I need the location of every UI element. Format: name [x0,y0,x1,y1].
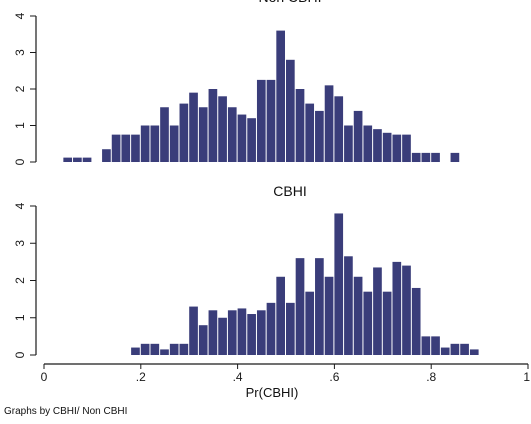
panel-cbhi: 0 1 2 3 4 [13,202,479,358]
histogram-bar-cbhi [344,256,353,355]
histogram-bar-non-cbhi [450,152,460,163]
histogram-bar-non-cbhi [160,107,169,162]
histogram-bar-cbhi [140,343,150,355]
y-tick-label: 1 [13,314,27,321]
histogram-bar-cbhi [411,287,421,355]
histogram-bar-non-cbhi [218,96,227,162]
histogram-bar-non-cbhi [392,134,402,163]
histogram-bar-non-cbhi [315,110,324,162]
x-tick-label: .2 [136,370,146,384]
histogram-bar-non-cbhi [363,125,373,162]
histogram-bar-cbhi [256,310,266,355]
histogram-bar-non-cbhi [382,132,392,162]
histogram-bar-non-cbhi [198,107,208,162]
histogram-bar-non-cbhi [121,134,131,163]
x-tick-label: .4 [233,370,243,384]
histogram-bar-cbhi [150,343,160,355]
histogram-bar-non-cbhi [402,134,411,163]
histogram-bar-non-cbhi [344,125,353,162]
histogram-bar-cbhi [324,276,334,355]
panel-title-cbhi: CBHI [273,183,306,199]
y-tick-label: 4 [13,202,27,209]
histogram-bar-non-cbhi [111,134,121,163]
histogram-bar-non-cbhi [353,110,363,162]
histogram-bar-non-cbhi [286,59,295,162]
histogram-bar-non-cbhi [169,125,179,162]
histogram-bar-cbhi [131,347,140,355]
y-tick-label: 1 [13,122,27,129]
histogram-bar-non-cbhi [431,152,440,163]
histogram-bar-cbhi [431,336,440,356]
histogram-bar-non-cbhi [324,85,334,162]
histogram-bar-cbhi [286,302,295,355]
histogram-bar-cbhi [237,308,247,355]
histogram-bar-non-cbhi [73,157,82,162]
histogram-bar-cbhi [402,265,411,355]
histogram-bar-non-cbhi [150,125,160,162]
histogram-bar-non-cbhi [179,103,189,162]
x-tick-label: .6 [329,370,339,384]
histogram-bar-non-cbhi [247,118,256,162]
histogram-bar-cbhi [450,343,460,355]
histogram-bar-cbhi [295,258,305,355]
histogram-bar-cbhi [198,325,208,355]
histogram-bar-cbhi [276,276,285,355]
histogram-bar-non-cbhi [256,79,266,163]
x-tick-label: 1 [523,370,530,384]
histogram-bar-cbhi [334,213,344,355]
histogram-bar-cbhi [208,310,218,355]
histogram-bar-cbhi [363,291,373,355]
histogram-bar-cbhi [469,349,479,355]
histogram-bar-non-cbhi [82,157,92,162]
histogram-bar-non-cbhi [266,79,276,163]
histogram-bar-cbhi [315,258,324,355]
x-tick-label: .8 [426,370,436,384]
x-axis: 0 .2 .4 .6 .8 1 [41,363,530,384]
histogram-bar-cbhi [392,261,402,356]
histogram-bar-non-cbhi [237,114,247,162]
y-tick-label: 2 [13,277,27,284]
x-axis-title: Pr(CBHI) [246,385,299,400]
histogram-bar-cbhi [160,349,169,355]
histogram-bar-non-cbhi [189,92,198,162]
y-tick-label: 2 [13,85,27,92]
panel-title-non-cbhi: Non CBHI [258,0,321,5]
histogram-bar-non-cbhi [208,89,218,162]
graphs-by-note: Graphs by CBHI/ Non CBHI [4,406,127,417]
y-tick-label: 3 [13,240,27,247]
histogram-bar-cbhi [382,291,392,355]
histogram-bar-non-cbhi [411,152,421,163]
histogram-bar-non-cbhi [140,125,150,162]
histogram-bar-cbhi [169,343,179,355]
histogram-bar-non-cbhi [295,89,305,162]
histogram-bar-cbhi [189,306,198,355]
histogram-bar-non-cbhi [373,129,382,162]
y-tick-label: 4 [13,12,27,19]
histogram-bar-cbhi [227,310,237,355]
x-tick-label: 0 [41,370,48,384]
histogram-bar-cbhi [353,276,363,355]
histogram-bar-non-cbhi [102,149,111,162]
histogram-bar-non-cbhi [131,134,140,163]
histogram-bar-cbhi [179,343,189,355]
histogram-bar-non-cbhi [421,152,431,163]
histogram-bar-cbhi [440,347,450,355]
histogram-bar-non-cbhi [63,157,73,162]
histogram-bar-cbhi [421,336,431,356]
histogram-bar-cbhi [305,291,315,355]
y-tick-label: 3 [13,49,27,56]
histogram-bar-cbhi [266,302,276,355]
histogram-bar-cbhi [460,343,469,355]
panel-non-cbhi: Non CBHI 0 1 2 3 4 [13,0,460,165]
histogram-bar-cbhi [218,317,227,355]
histogram-bar-cbhi [247,314,256,355]
y-tick-label: 0 [13,158,27,165]
histogram-bar-non-cbhi [276,30,285,162]
histogram-bar-non-cbhi [305,103,315,162]
y-tick-label: 0 [13,351,27,358]
histogram-bar-cbhi [373,267,382,355]
histogram-bar-non-cbhi [227,107,237,162]
histogram-bar-non-cbhi [334,96,344,162]
